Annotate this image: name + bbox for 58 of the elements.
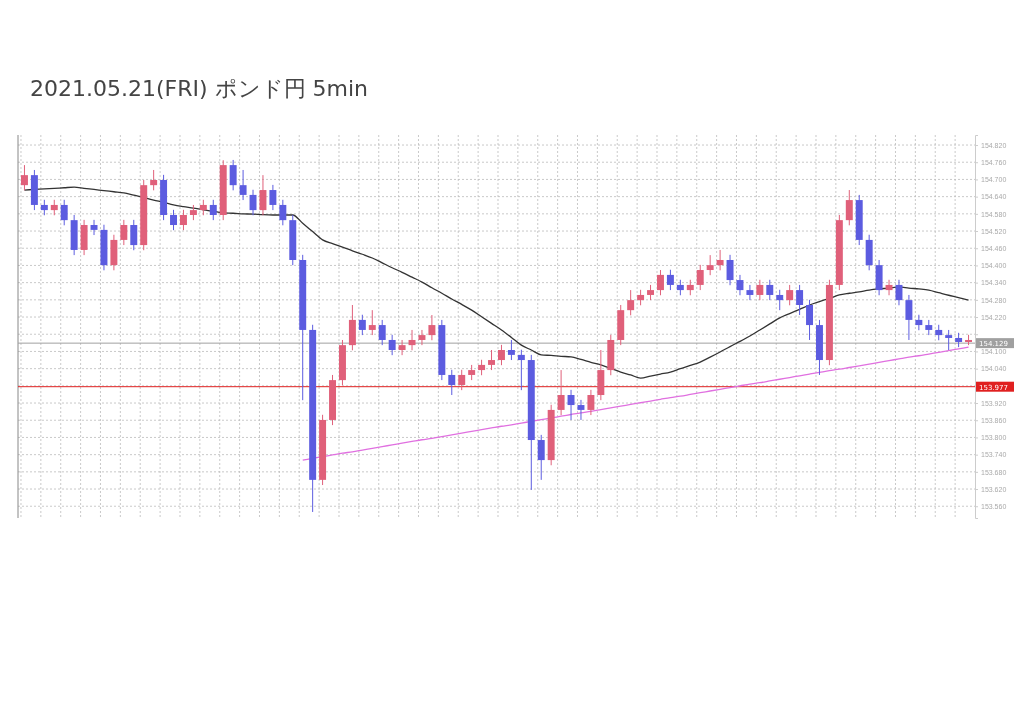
chart-title: 2021.05.21(FRI) ポンド円 5min: [30, 76, 369, 101]
candlestick: [418, 329, 426, 346]
candlestick: [766, 279, 774, 301]
candlestick: [756, 279, 764, 301]
candlestick: [458, 369, 466, 391]
candlestick: [746, 284, 754, 301]
candlestick: [587, 389, 595, 416]
candlestick: [517, 349, 525, 391]
candlestick: [408, 329, 416, 351]
candlestick: [170, 209, 177, 231]
candlestick: [488, 349, 496, 371]
candlestick: [388, 334, 396, 356]
candlestick: [915, 314, 923, 331]
candlestick: [567, 389, 575, 421]
candlestick: [448, 369, 456, 396]
candlestick: [706, 254, 714, 276]
candlestick: [696, 264, 704, 291]
candlestick: [806, 299, 814, 341]
candlestick: [368, 309, 376, 336]
candlestick: [130, 219, 138, 251]
candlestick: [249, 189, 257, 216]
candlestick: [90, 219, 98, 236]
candlestick: [776, 289, 784, 311]
candlestick: [736, 274, 744, 296]
candlestick: [120, 219, 128, 246]
candlestick: [537, 434, 545, 481]
candlestick: [229, 159, 237, 191]
candlestick: [845, 189, 853, 226]
candlestick: [627, 289, 635, 316]
candlestick: [60, 199, 68, 226]
candlestick: [656, 269, 664, 296]
candlestick: [786, 284, 794, 306]
candlestick: [259, 174, 267, 216]
candlestick: [497, 344, 505, 366]
candlestick: [398, 339, 406, 356]
candlestick: [557, 369, 565, 416]
candlestick: [150, 169, 158, 191]
candlestick: [796, 284, 804, 316]
candlestick: [716, 249, 724, 271]
candlestick: [945, 329, 953, 351]
candlestick: [905, 294, 913, 341]
candlestick: [179, 209, 187, 231]
candlestick: [428, 314, 436, 341]
candlestick: [209, 199, 217, 221]
candlestick: [726, 254, 734, 286]
candlestick: [885, 279, 893, 296]
candlestick: [239, 169, 247, 201]
candlestick: [358, 314, 366, 336]
candlestick: [279, 199, 287, 226]
candlestick: [269, 184, 277, 211]
line-series: [23, 186, 970, 379]
candlestick: [20, 164, 28, 191]
candlestick: [577, 399, 585, 421]
candlestick: [378, 319, 386, 346]
line-series: [302, 346, 970, 461]
candlestick: [507, 339, 515, 361]
candlestick: [666, 269, 674, 291]
candlestick: [895, 279, 903, 306]
